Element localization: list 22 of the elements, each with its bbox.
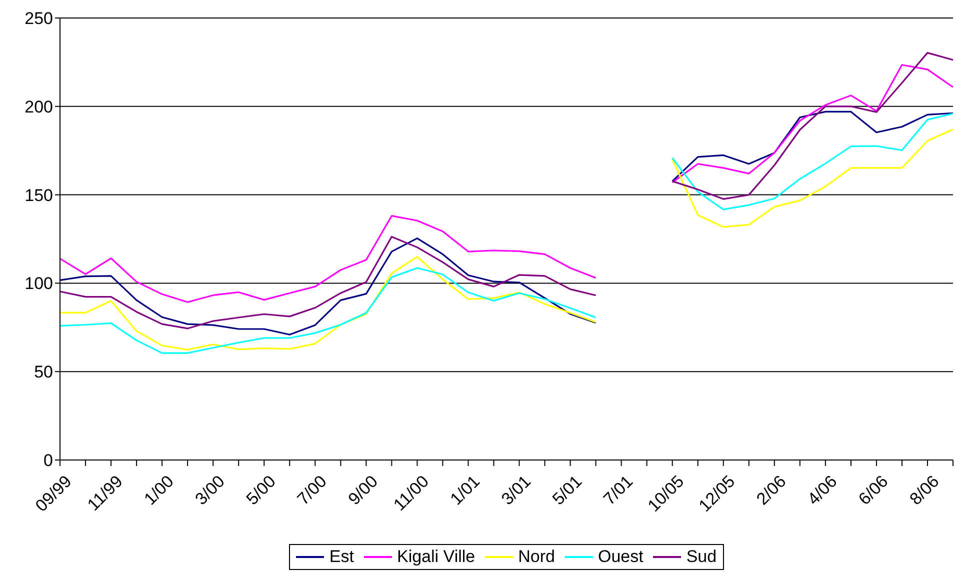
x-tick-label: 5/00 (242, 472, 280, 509)
x-tick-label: 8/06 (906, 472, 943, 509)
x-tick-label: 7/01 (600, 472, 637, 509)
legend-label: Ouest (596, 546, 644, 568)
legend-label: Est (328, 546, 354, 568)
y-tick-label: 100 (24, 274, 53, 294)
x-tick-label: 1/01 (446, 472, 484, 509)
x-tick-label: 7/00 (294, 472, 330, 509)
legend-label: Nord (517, 546, 555, 568)
x-tick-label: 3/01 (498, 472, 535, 509)
x-tick-label: 9/00 (344, 472, 382, 509)
y-tick-label: 0 (44, 451, 53, 470)
legend-label: Sud (685, 546, 717, 568)
y-tick-label: 50 (34, 362, 53, 382)
legend-label: Kigali Ville (396, 546, 476, 568)
x-tick-label: 4/06 (804, 472, 841, 509)
x-tick-label: 5/01 (548, 472, 586, 509)
x-tick-label: 6/06 (854, 472, 892, 509)
y-tick-label: 250 (24, 9, 53, 28)
y-tick-label: 150 (24, 186, 53, 205)
y-tick-label: 200 (24, 97, 53, 116)
x-tick-label: 3/00 (192, 472, 228, 509)
